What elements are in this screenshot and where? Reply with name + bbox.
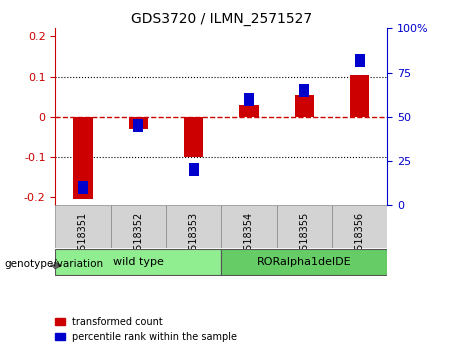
FancyBboxPatch shape [55, 249, 221, 275]
Text: GSM518351: GSM518351 [78, 212, 88, 271]
Text: GSM518355: GSM518355 [299, 212, 309, 271]
Bar [129, 117, 148, 129]
Bar [350, 75, 369, 117]
Bar [78, 181, 88, 194]
Text: GSM518353: GSM518353 [189, 212, 199, 271]
Title: GDS3720 / ILMN_2571527: GDS3720 / ILMN_2571527 [131, 12, 312, 26]
Bar [189, 164, 199, 176]
FancyBboxPatch shape [111, 205, 166, 248]
FancyBboxPatch shape [166, 205, 221, 248]
Bar [184, 117, 203, 157]
Bar [244, 93, 254, 105]
FancyBboxPatch shape [221, 249, 387, 275]
Text: GSM518354: GSM518354 [244, 212, 254, 271]
Bar [355, 54, 365, 67]
Bar [295, 95, 314, 117]
FancyBboxPatch shape [332, 205, 387, 248]
FancyBboxPatch shape [55, 205, 111, 248]
FancyBboxPatch shape [277, 205, 332, 248]
Bar [299, 84, 309, 97]
Text: wild type: wild type [113, 257, 164, 267]
Bar [133, 119, 143, 132]
Text: GSM518356: GSM518356 [355, 212, 365, 271]
Text: genotype/variation: genotype/variation [5, 259, 104, 269]
Bar [239, 105, 259, 117]
Text: RORalpha1delDE: RORalpha1delDE [257, 257, 352, 267]
Text: GSM518352: GSM518352 [133, 212, 143, 271]
Legend: transformed count, percentile rank within the sample: transformed count, percentile rank withi… [51, 313, 241, 346]
Bar [73, 117, 93, 199]
FancyBboxPatch shape [221, 205, 277, 248]
